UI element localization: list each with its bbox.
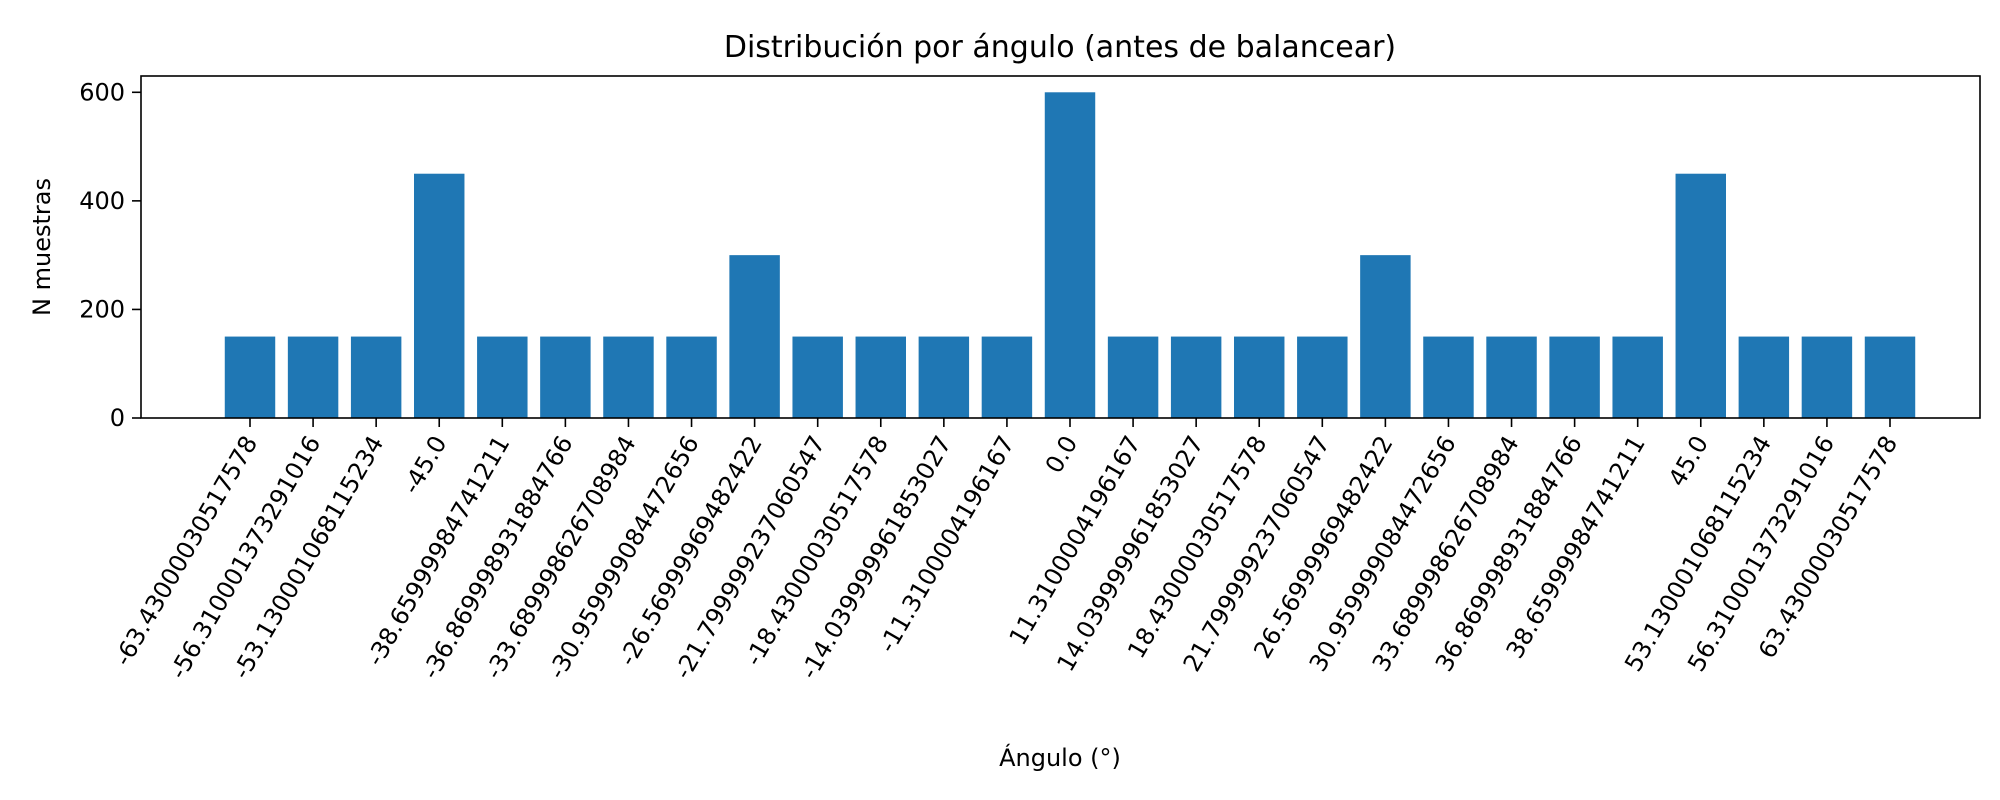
chart-title: Distribución por ángulo (antes de balanc… <box>724 30 1396 65</box>
bar <box>918 336 970 418</box>
y-axis-label: N muestras <box>28 178 56 316</box>
y-tick-label: 400 <box>79 187 125 215</box>
bar <box>1297 336 1348 418</box>
bar <box>224 336 276 418</box>
bar <box>1864 336 1916 418</box>
x-tick-label: -45.0 <box>397 431 452 499</box>
x-tick-label: 45.0 <box>1663 431 1714 491</box>
y-axis: 0 200 400 600 <box>79 78 141 432</box>
bar <box>1612 336 1663 418</box>
bar <box>350 336 402 418</box>
bar <box>792 336 843 418</box>
bar <box>1801 336 1853 418</box>
bar <box>855 336 906 418</box>
bar <box>287 336 339 418</box>
y-tick-label: 0 <box>110 404 125 432</box>
bar <box>540 336 591 418</box>
bar <box>1360 255 1411 418</box>
bar <box>1170 336 1222 418</box>
bars-layer <box>224 92 1916 418</box>
bar <box>729 255 780 418</box>
x-axis: -63.43000030517578-56.310001373291016-53… <box>109 418 1903 684</box>
bar <box>1107 336 1159 418</box>
bar <box>477 336 528 418</box>
bar <box>1423 336 1474 418</box>
bar <box>414 173 465 418</box>
bar <box>981 336 1033 418</box>
bar <box>1486 336 1537 418</box>
bar <box>1549 336 1600 418</box>
bar <box>1675 173 1726 418</box>
plot-frame <box>140 75 1981 419</box>
y-tick-label: 600 <box>79 78 125 106</box>
bar <box>666 336 717 418</box>
bar <box>1738 336 1790 418</box>
bar <box>603 336 654 418</box>
x-axis-label: Ángulo (°) <box>999 743 1121 772</box>
y-tick-label: 200 <box>79 295 125 323</box>
bar <box>1044 92 1096 418</box>
x-tick-label: 0.0 <box>1040 431 1083 478</box>
bar <box>1234 336 1285 418</box>
